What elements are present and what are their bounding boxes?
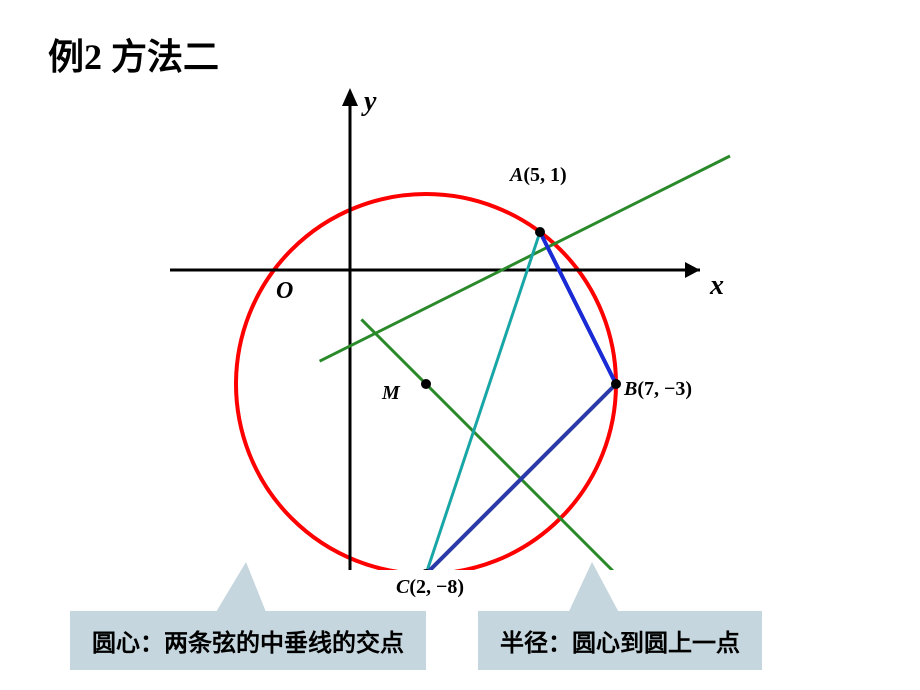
label-M: M xyxy=(382,382,400,405)
x-axis-label: x xyxy=(710,270,724,302)
perp-bisector-BC xyxy=(361,319,623,570)
origin-label: O xyxy=(276,278,293,305)
diagram-svg xyxy=(140,80,760,570)
label-A: A(5, 1) xyxy=(510,164,567,187)
geometry-diagram: y x O A(5, 1) B(7, −3) C(2, −8) M xyxy=(140,80,760,570)
point-B xyxy=(611,379,621,389)
point-A xyxy=(535,227,545,237)
label-C: C(2, −8) xyxy=(396,576,464,599)
point-M xyxy=(421,379,431,389)
segment-AB xyxy=(540,232,616,384)
y-axis-label: y xyxy=(364,86,376,118)
page-title: 例2 方法二 xyxy=(48,28,219,80)
callout-radius: 半径：圆心到圆上一点 xyxy=(478,611,762,670)
coords-A: (5, 1) xyxy=(523,164,566,186)
y-axis-arrow xyxy=(342,88,358,106)
label-B: B(7, −3) xyxy=(624,378,692,401)
callout-center: 圆心：两条弦的中垂线的交点 xyxy=(70,611,426,670)
x-axis-arrow xyxy=(685,262,700,278)
